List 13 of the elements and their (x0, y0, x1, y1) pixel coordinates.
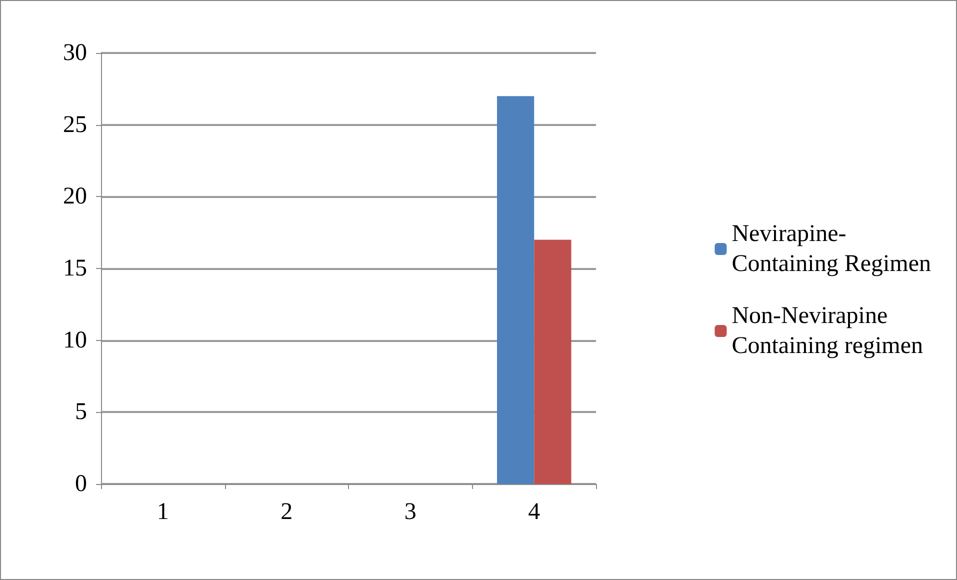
y-tick-label: 10 (63, 327, 87, 354)
x-tick-label: 4 (528, 499, 540, 525)
y-tick-label: 20 (63, 184, 87, 210)
x-tick-label: 2 (280, 499, 293, 525)
legend-label: Non-Nevirapine Containing regimen (732, 303, 923, 359)
y-tick-label: 0 (75, 471, 87, 497)
y-tick-label: 25 (63, 112, 87, 138)
x-tick-label: 1 (156, 499, 169, 525)
y-tick-label: 15 (63, 256, 87, 282)
legend-label: Nevirapine-Containing Regimen (732, 221, 931, 277)
y-tick-label: 5 (75, 399, 87, 426)
y-tick-label: 30 (63, 40, 87, 66)
x-tick-label: 3 (404, 499, 416, 525)
